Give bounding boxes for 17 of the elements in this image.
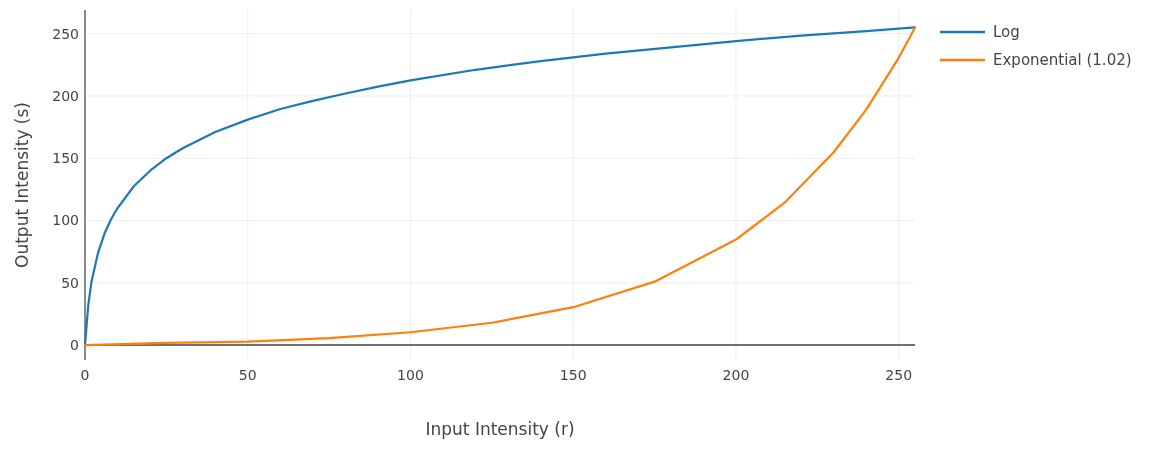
x-tick-label: 100 — [397, 367, 424, 383]
x-tick-label: 200 — [722, 367, 750, 383]
x-axis-title: Input Intensity (r) — [425, 419, 575, 439]
x-tick-label: 150 — [559, 367, 587, 383]
y-tick-label: 100 — [52, 212, 79, 229]
y-tick-label: 200 — [52, 87, 79, 104]
y-tick-label: 250 — [52, 25, 79, 42]
y-tick-label: 0 — [70, 337, 79, 354]
y-axis-title: Output Intensity (s) — [12, 102, 32, 268]
x-tick-label: 250 — [885, 367, 913, 383]
line-series — [83, 26, 917, 347]
legend-label: Log — [993, 23, 1020, 41]
y-tick-label: 50 — [61, 274, 79, 291]
x-tick-label: 50 — [238, 367, 257, 383]
legend-label: Exponential (1.02) — [993, 51, 1132, 69]
y-tick-label: 150 — [52, 150, 79, 167]
x-tick-label: 0 — [80, 367, 90, 383]
